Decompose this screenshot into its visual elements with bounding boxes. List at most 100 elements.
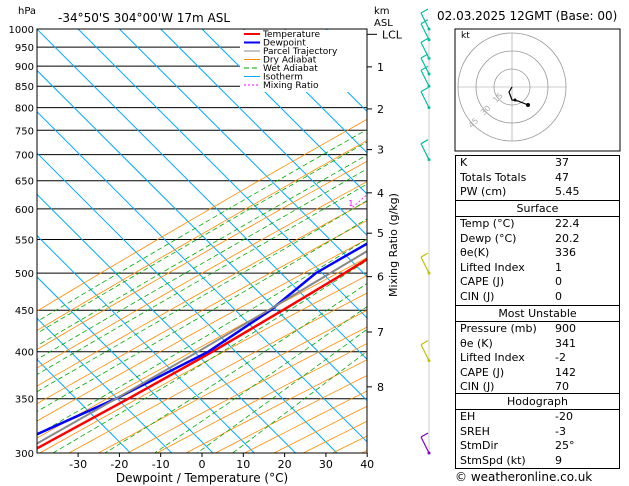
table-row: CAPE (J) 142 xyxy=(456,366,619,381)
hodograph-unit: kt xyxy=(461,31,470,41)
wind-barbs xyxy=(420,8,431,455)
row-label: Temp (°C) xyxy=(460,217,515,230)
pressure-tick-label: 650 xyxy=(15,177,34,188)
dry-adiabat xyxy=(68,292,367,453)
row-value: 70 xyxy=(555,380,569,394)
surface-panel: Surface Temp (°C) 22.4 Dewp (°C) 20.2 θe(K) 3… xyxy=(455,200,620,306)
hodograph-frame xyxy=(454,28,621,152)
row-label: K xyxy=(460,156,468,169)
hodograph-end xyxy=(526,103,530,107)
legend-entry: Temperature xyxy=(262,30,320,40)
km-tick-label: 7 xyxy=(377,326,384,339)
row-value: 0 xyxy=(555,289,562,303)
pressure-tick-label: 400 xyxy=(15,348,34,359)
isotherm xyxy=(37,111,367,443)
wet-adiabat xyxy=(37,128,367,322)
pressure-tick-label: 900 xyxy=(15,62,34,73)
row-value: 37 xyxy=(555,156,569,169)
dry-adiabat xyxy=(37,118,367,312)
row-label: Lifted Index xyxy=(460,260,525,274)
wind-barb xyxy=(420,19,431,42)
isotherm xyxy=(37,317,173,453)
legend-entry: Dewpoint xyxy=(263,39,306,49)
pressure-tick-label: 800 xyxy=(15,104,34,115)
footer-credit[interactable]: © weatheronline.co.uk xyxy=(455,470,593,484)
series-temperature xyxy=(37,257,367,450)
wind-barb xyxy=(420,252,431,275)
dry-adiabat xyxy=(39,275,367,453)
pressure-tick-label: 500 xyxy=(15,269,34,280)
dry-adiabat xyxy=(37,160,367,350)
dry-adiabat xyxy=(37,238,367,422)
wind-barb xyxy=(420,8,431,31)
dry-adiabat xyxy=(37,200,367,387)
row-label: CIN (J) xyxy=(460,289,495,303)
row-label: Pressure (mb) xyxy=(460,322,537,335)
wet-adiabat xyxy=(196,328,367,453)
pressure-tick-label: 750 xyxy=(15,126,34,137)
row-value: 22.4 xyxy=(555,217,580,230)
pressure-tick-label: 1000 xyxy=(9,25,34,36)
legend-entry: Mixing Ratio xyxy=(263,81,319,91)
pressure-unit-label: hPa xyxy=(18,6,36,17)
legend-box xyxy=(240,30,367,92)
table-row: Pressure (mb) 900 xyxy=(456,321,619,337)
mixing-ratio-axis-label: Mixing Ratio (g/kg) xyxy=(387,193,400,297)
row-value: -20 xyxy=(555,410,573,423)
dry-adiabat xyxy=(98,309,367,453)
x-tick-label: -30 xyxy=(69,458,87,471)
x-tick-label: 0 xyxy=(199,458,206,471)
km-tick-label: 6 xyxy=(377,271,384,284)
profiles xyxy=(37,242,367,450)
dry-adiabat xyxy=(127,326,367,453)
dry-adiabat xyxy=(37,140,367,331)
km-tick-label: 1 xyxy=(377,61,384,74)
isotherm xyxy=(37,193,296,453)
background-lines: 12346810152025 xyxy=(37,29,367,453)
row-value: 900 xyxy=(555,322,576,335)
axes: 3003504004505005506006507007508008509009… xyxy=(9,25,403,471)
row-value: 336 xyxy=(555,246,576,260)
row-value: -3 xyxy=(555,424,566,438)
row-value: 20.2 xyxy=(555,231,580,245)
surface-title: Surface xyxy=(516,202,559,215)
most-unstable-title: Most Unstable xyxy=(498,307,577,320)
km-tick-label: 2 xyxy=(377,103,384,116)
km-tick-label: 3 xyxy=(377,144,384,157)
x-tick-label: -20 xyxy=(110,458,128,471)
wind-barb xyxy=(420,87,431,110)
hodograph-table-title: Hodograph xyxy=(507,395,568,408)
wind-barb xyxy=(420,432,431,455)
wet-adiabat xyxy=(52,260,367,453)
table-row: θe(K) 336 xyxy=(456,246,619,261)
series-dewpoint xyxy=(37,242,367,436)
row-label: CAPE (J) xyxy=(460,365,505,379)
isotherm xyxy=(201,29,367,195)
pressure-tick-label: 950 xyxy=(15,43,34,54)
indices-panel: K 37 Totals Totals 47 PW (cm) 5.45 xyxy=(455,155,620,201)
isotherm xyxy=(119,29,367,278)
legend-entry: Parcel Trajectory xyxy=(263,47,338,57)
row-value: -2 xyxy=(555,351,566,365)
row-value: 142 xyxy=(555,365,576,379)
x-tick-label: -10 xyxy=(152,458,170,471)
legend-entry: Wet Adiabat xyxy=(263,64,318,74)
wet-adiabat xyxy=(37,154,367,347)
isotherm xyxy=(37,29,367,360)
table-row: CIN (J) 70 xyxy=(456,380,619,395)
table-row: StmDir 25° xyxy=(456,439,619,454)
table-row: Lifted Index 1 xyxy=(456,261,619,276)
table-row: CAPE (J) 0 xyxy=(456,275,619,290)
x-tick-label: 10 xyxy=(236,458,250,471)
wind-barb xyxy=(420,340,431,363)
lcl-label: LCL xyxy=(382,28,403,41)
row-value: 5.45 xyxy=(555,185,580,199)
asl-unit-label: ASL xyxy=(374,18,393,29)
x-tick-label: 20 xyxy=(278,458,292,471)
hodograph-trace xyxy=(508,86,529,106)
pressure-tick-label: 350 xyxy=(15,395,34,406)
x-tick-label: 40 xyxy=(360,458,374,471)
isotherm xyxy=(37,69,367,402)
